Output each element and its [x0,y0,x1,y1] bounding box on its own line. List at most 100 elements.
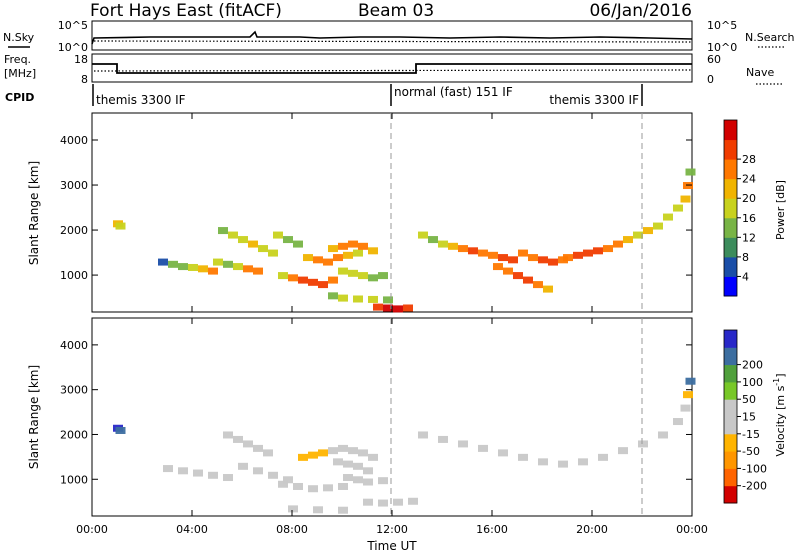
power-data-cell-81 [633,231,643,239]
cpid-segment-3: themis 3300 IF [549,93,639,107]
power-data-cell-71 [538,256,548,264]
nsearch-label: N.Search [745,31,795,44]
velocity-data-cell-9 [243,440,253,448]
velocity-colorbar-label-4: 15 [742,411,756,424]
power-data-cell-30 [323,258,333,266]
power-colorbar-label-0: 4 [742,270,749,283]
power-ytick-label-0: 1000 [60,269,88,282]
freq-axis-top-right: 60 [707,53,721,66]
freq-axis-top-left: 18 [74,53,88,66]
power-data-cell-47 [368,295,378,303]
power-ylabel: Slant Range [km] [27,161,41,265]
power-colorbar-swatch-8 [724,120,737,141]
velocity-colorbar-swatches [724,330,737,504]
power-ytick-label-3: 4000 [60,134,88,147]
velocity-data-cell-49 [518,453,528,461]
power-data-cell-2 [158,258,168,266]
power-data-cell-14 [228,231,238,239]
velocity-data-cell-11 [263,449,273,457]
cpid-label: CPID [5,91,34,104]
velocity-panel-frame [91,317,693,517]
power-data-cell-56 [448,242,458,250]
velocity-data-cell-7 [223,431,233,439]
time-tick-label-6: 00:00 [676,523,708,536]
power-data-cell-63 [493,263,503,271]
velocity-colorbar-labels: -200 -100 -50 -15 15 50 100 200 [737,359,767,493]
velocity-data-cell-51 [558,460,568,468]
velocity-data-cell-3 [178,467,188,475]
power-data-cell-66 [523,276,533,284]
power-data-cell-29 [313,256,323,264]
velocity-colorbar-title: Velocity [m s-1] [772,373,787,456]
power-data-cell-64 [503,267,513,275]
velocity-colorbar-label-0: -200 [742,480,767,493]
nsearch-trace [93,40,693,43]
time-tick-label-4: 16:00 [476,523,508,536]
velocity-ytick-label-3: 4000 [60,339,88,352]
power-colorbar-frame [723,119,738,297]
velocity-colorbar-swatch-7 [724,364,737,383]
velocity-colorbar-swatch-1 [724,468,737,487]
power-data-cell-60 [488,251,498,259]
power-x-ticks [91,113,693,312]
velocity-ylabel: Slant Range [km] [27,365,41,469]
freq-axis-bottom-left: 8 [81,73,88,86]
velocity-data-cell-17 [293,482,303,490]
velocity-colorbar-swatch-8 [724,347,737,366]
date-title: 06/Jan/2016 [589,1,692,21]
velocity-data-cell-26 [348,447,358,455]
velocity-colorbar-label-7: 200 [742,359,763,372]
power-data-cell-21 [293,240,303,248]
power-data-cell-72 [548,258,558,266]
frequency-panel: Freq. [MHz] 18 8 60 0 Nave [4,53,782,86]
power-data-cell-50 [383,304,393,312]
velocity-ytick-label-0: 1000 [60,473,88,486]
velocity-colorbar-label-2: -50 [742,445,760,458]
time-tick-label-2: 08:00 [276,523,308,536]
velocity-colorbar-swatch-2 [724,451,737,469]
nave-trace [93,69,693,72]
velocity-data-cell-8 [233,435,243,443]
velocity-title-sup: -1 [772,378,781,386]
velocity-panel: 1000 2000 3000 4000 Slant Range [km] [27,317,696,517]
cpid-segment-1: themis 3300 IF [96,93,186,107]
power-colorbar-swatch-5 [724,178,737,199]
power-data-cell-59 [478,249,488,257]
velocity-data-cell-45 [438,435,448,443]
velocity-data-cell-50 [538,458,548,466]
velocity-data-cell-39 [393,498,403,506]
time-tick-label-3: 12:00 [376,523,408,536]
freq-label: Freq. [4,53,31,66]
velocity-data-cell-58 [680,404,691,412]
power-data-cell-38 [368,247,378,255]
power-data-cell-53 [418,231,428,239]
power-data-cell-67 [533,281,543,289]
power-data-cell-19 [273,231,283,239]
velocity-data-cell-37 [363,498,373,506]
velocity-data-layer [113,377,696,514]
velocity-data-cell-14 [268,471,278,479]
power-data-cell-33 [353,249,363,257]
beam-title: Beam 03 [358,1,434,21]
velocity-data-cell-36 [378,477,388,485]
velocity-data-cell-12 [238,462,248,470]
nsky-label: N.Sky [3,31,35,44]
power-data-cell-12 [253,267,263,275]
velocity-data-cell-24 [328,447,338,455]
velocity-data-cell-22 [308,451,318,459]
velocity-data-cell-55 [638,440,648,448]
velocity-colorbar-swatch-4 [724,416,737,435]
power-ytick-label-2: 3000 [60,179,88,192]
velocity-data-cell-19 [323,484,333,492]
velocity-data-cell-32 [363,467,373,475]
cpid-row: CPID themis 3300 IF normal (fast) 151 IF… [5,84,643,107]
power-colorbar-swatch-2 [724,237,737,258]
power-data-cell-51 [393,305,403,313]
velocity-data-cell-15 [283,476,293,484]
noise-panel: N.Sky 10^5 10^0 10^5 10^0 N.Search [3,19,795,54]
freq-trace [92,63,692,74]
nave-label: Nave [746,66,774,79]
power-colorbar-swatch-7 [724,139,737,160]
power-data-cell-49 [373,303,383,311]
power-data-cell-10 [233,263,243,271]
